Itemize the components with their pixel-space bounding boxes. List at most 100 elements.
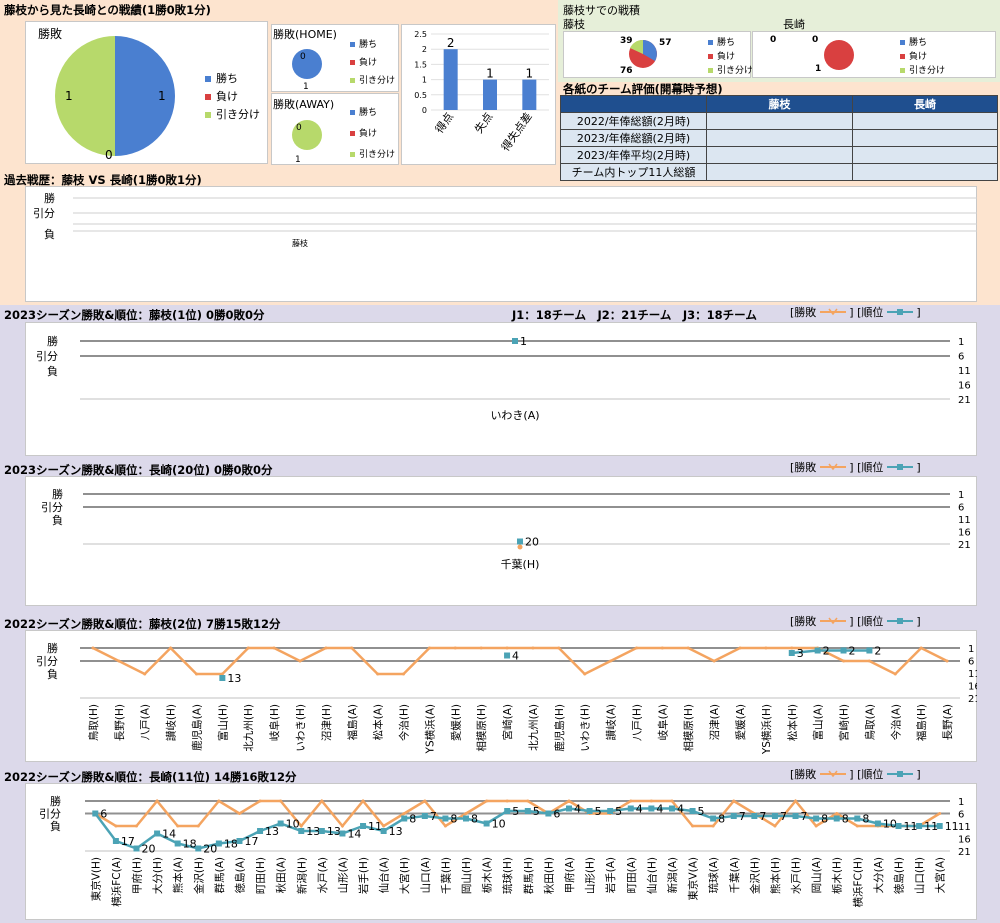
season-x-tick: 群馬(H) <box>522 857 535 894</box>
series-rank-label: 5 <box>615 805 622 818</box>
season-rank-tick: 6 <box>958 810 964 821</box>
season-rank-tick: 6 <box>958 352 964 363</box>
season-x-tick: 水戸(A) <box>317 857 329 893</box>
season-y-label: 引分 <box>41 500 63 514</box>
club-b-pie <box>824 40 854 70</box>
series-rank-label: 1 <box>520 335 527 348</box>
season-y-label: 勝 <box>50 794 61 808</box>
goals-bar <box>443 49 458 110</box>
season-x-tick: 熊本(H) <box>769 857 782 894</box>
series-result-point <box>324 646 328 650</box>
season-y-label: 勝 <box>47 334 58 348</box>
table-row-label: チーム内トップ11人総額 <box>560 163 707 181</box>
season-rank-tick: 6 <box>958 503 964 514</box>
series-result-point <box>246 646 250 650</box>
series-result-point <box>629 799 633 803</box>
table-row: 2023/年俸総額(2月時) <box>560 129 998 147</box>
club-a-lose-value: 76 <box>620 66 633 76</box>
series-result-point <box>738 646 742 650</box>
series-result-point <box>557 646 561 650</box>
goals-x-tick: 得失点差 <box>498 110 535 154</box>
series-rank-point <box>463 815 470 822</box>
season-y-label: 引分 <box>36 349 58 363</box>
club-b-lose-value: 1 <box>815 64 822 74</box>
series-rank-label: 7 <box>801 810 808 823</box>
series-result-point <box>258 799 262 803</box>
away-label: 勝敗(AWAY) <box>273 98 335 111</box>
table-header-nagasaki: 長崎 <box>852 95 998 113</box>
series-rank-label: 18 <box>224 838 238 851</box>
season-x-tick: 琉球(A) <box>707 857 720 893</box>
series-rank-label: 6 <box>553 808 560 821</box>
season-rank-tick: 6 <box>968 657 974 668</box>
season-x-tick: 今治(A) <box>889 704 902 740</box>
series-rank-point <box>339 830 346 837</box>
season-x-tick: 岩手(H) <box>357 857 370 894</box>
table-row-label: 2023/年俸総額(2月時) <box>560 129 707 147</box>
series-rank-label: 5 <box>595 805 602 818</box>
season-x-tick: 松本(A) <box>372 704 385 740</box>
series-rank-point <box>689 808 696 814</box>
away-box <box>271 93 399 165</box>
series-rank-point <box>710 815 717 822</box>
season-x-tick: 甲府(A) <box>563 857 576 893</box>
series-result-point <box>423 799 427 803</box>
series-result-point <box>686 646 690 650</box>
goals-x-tick: 得点 <box>433 110 456 135</box>
season-x-tick: 秋田(H) <box>542 857 555 894</box>
series-rank-point <box>92 810 99 817</box>
goals-bar <box>522 79 537 110</box>
overall-pie: 1 1 0 <box>55 36 175 161</box>
series-rank-label: 3 <box>797 647 804 660</box>
series-rank-label: 11 <box>904 820 918 833</box>
season-y-label: 引分 <box>39 807 61 821</box>
series-rank-point <box>298 828 305 834</box>
series-rank-label: 14 <box>162 828 176 841</box>
series-rank-point <box>866 647 873 654</box>
series-rank-label: 5 <box>512 805 519 818</box>
season-x-tick: 長野(H) <box>114 704 126 741</box>
season-rank-tick: 1 <box>958 337 964 348</box>
series-rank-label: 13 <box>327 825 341 838</box>
evaluation-table: 藤枝 長崎 2022/年俸総額(2月時) 2023/年俸総額(2月時) 2023… <box>560 95 998 181</box>
table-header-blank <box>560 95 707 113</box>
series-rank-point <box>174 840 181 847</box>
series-rank-label: 10 <box>883 818 897 831</box>
series-result-point <box>427 646 431 650</box>
season-x-tick: 甲府(H) <box>130 857 143 894</box>
series-rank-label: 8 <box>471 813 478 826</box>
legend-item-lose: 負け <box>205 88 260 106</box>
season-rank-tick: 16 <box>958 381 971 392</box>
club-b-draw-value: 0 <box>812 35 819 45</box>
overall-pie-lose-label: 0 <box>105 148 113 161</box>
series-rank-label: 4 <box>656 803 663 816</box>
series-rank-label: 5 <box>533 805 540 818</box>
series-rank-label: 7 <box>759 810 766 823</box>
season-x-tick: 仙台(H) <box>645 857 658 894</box>
overall-pie-win-label: 1 <box>158 89 166 103</box>
series-rank-point <box>840 647 847 654</box>
club-record-title: 藤枝サでの戦積 <box>563 4 640 17</box>
league-note: J1：18チーム J2：21チーム J3：18チーム <box>512 308 757 322</box>
series-rank-point <box>195 845 202 852</box>
svg-text:0: 0 <box>300 52 306 62</box>
season-x-tick: 北九州(H) <box>243 704 255 752</box>
series-result-point <box>505 799 509 803</box>
series-result-point <box>279 799 283 803</box>
series-result-point <box>945 659 949 663</box>
season-x-tick: 山形(A) <box>337 857 349 893</box>
season-rank-tick: 21 <box>958 847 971 858</box>
season-2023-fujieda-legend: [勝敗 ] [順位 ] <box>790 306 921 319</box>
season-x-tick: 北九州(A) <box>528 704 540 751</box>
series-result-point <box>114 824 118 828</box>
series-rank-label: 20 <box>203 843 217 856</box>
series-rank-label: 10 <box>286 818 300 831</box>
series-result-point <box>711 824 715 828</box>
season-x-tick: 大分(H) <box>151 857 164 894</box>
series-rank-point <box>936 823 943 829</box>
goals-bar-value: 1 <box>486 67 494 81</box>
season-rank-tick: 1 <box>968 644 974 655</box>
